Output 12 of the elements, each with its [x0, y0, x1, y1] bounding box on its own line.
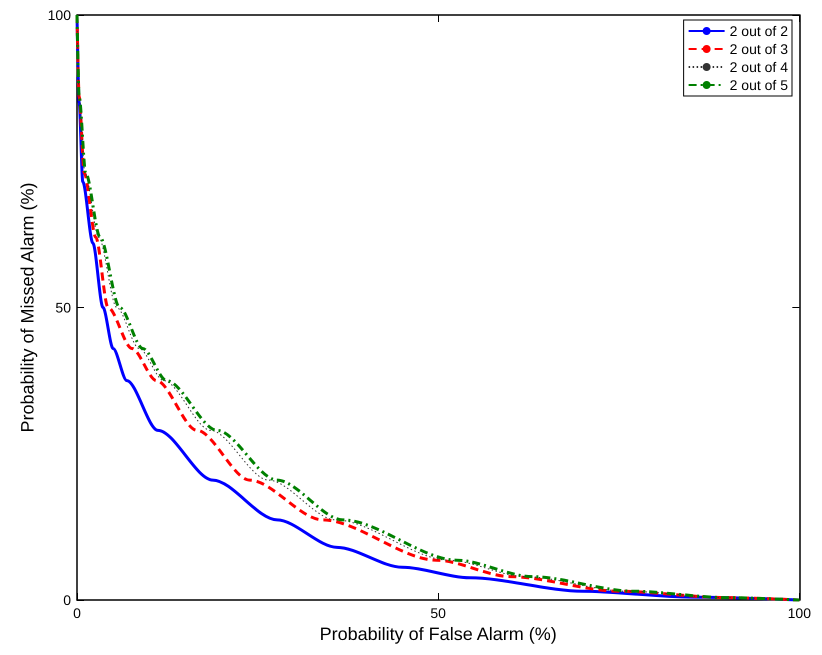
x-tick-label: 0: [73, 605, 82, 621]
legend-label: 2 out of 3: [730, 41, 788, 57]
x-axis-title: Probability of False Alarm (%): [320, 624, 557, 644]
y-tick-label: 100: [48, 7, 72, 23]
x-tick-label: 100: [788, 605, 812, 621]
legend-label: 2 out of 2: [730, 23, 788, 39]
y-axis-title: Probability of Missed Alarm (%): [18, 182, 38, 433]
legend-label: 2 out of 4: [730, 59, 788, 75]
x-tick-label: 50: [430, 605, 446, 621]
legend-label: 2 out of 5: [730, 77, 788, 93]
y-tick-label: 0: [63, 592, 72, 608]
y-tick-label: 50: [55, 300, 72, 316]
